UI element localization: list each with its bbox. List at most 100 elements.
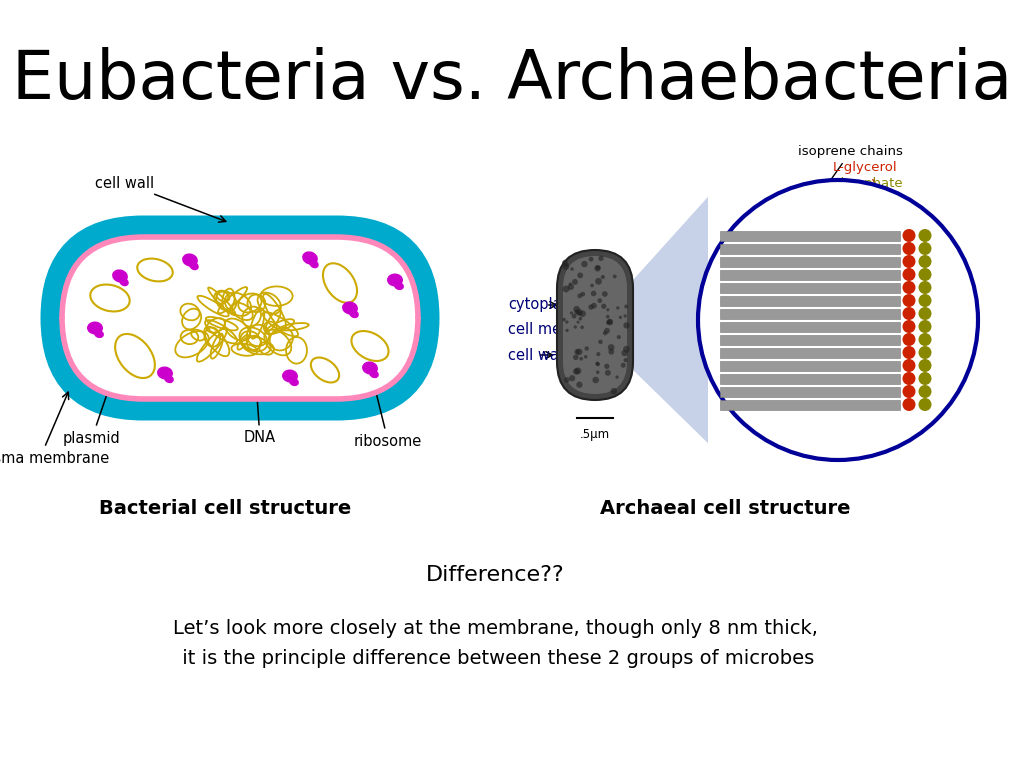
Circle shape	[919, 307, 932, 320]
Circle shape	[902, 359, 915, 372]
Circle shape	[624, 314, 627, 318]
Ellipse shape	[309, 260, 318, 268]
Circle shape	[577, 320, 580, 323]
Text: cell membrane: cell membrane	[508, 323, 618, 337]
Circle shape	[919, 333, 932, 346]
Circle shape	[584, 355, 588, 359]
Bar	[720, 347, 900, 357]
Circle shape	[604, 364, 609, 369]
Circle shape	[574, 367, 582, 374]
Circle shape	[919, 372, 932, 385]
Circle shape	[573, 368, 580, 375]
Circle shape	[565, 329, 568, 332]
Bar	[720, 270, 900, 280]
Text: Archaeal cell structure: Archaeal cell structure	[600, 498, 850, 518]
Circle shape	[608, 349, 614, 355]
Circle shape	[902, 372, 915, 385]
Text: ribosome: ribosome	[354, 372, 422, 449]
Circle shape	[625, 305, 628, 309]
Text: phosphate: phosphate	[833, 177, 923, 233]
Circle shape	[605, 370, 611, 376]
Circle shape	[597, 298, 602, 303]
Circle shape	[578, 293, 583, 298]
Circle shape	[902, 255, 915, 268]
Circle shape	[575, 349, 583, 355]
Text: plasmid: plasmid	[63, 360, 121, 445]
Circle shape	[569, 375, 575, 382]
Circle shape	[919, 346, 932, 359]
Bar	[720, 322, 900, 332]
Circle shape	[562, 260, 568, 266]
Bar	[720, 309, 900, 319]
Circle shape	[562, 263, 569, 270]
FancyBboxPatch shape	[67, 242, 413, 394]
Circle shape	[902, 333, 915, 346]
Circle shape	[564, 377, 569, 382]
Circle shape	[607, 319, 613, 326]
Text: it is the principle difference between these 2 groups of microbes: it is the principle difference between t…	[176, 648, 814, 667]
Circle shape	[595, 362, 599, 366]
Circle shape	[919, 242, 932, 255]
Ellipse shape	[342, 302, 358, 315]
Ellipse shape	[157, 366, 173, 379]
Text: .5μm: .5μm	[580, 428, 610, 441]
Circle shape	[604, 328, 610, 333]
Ellipse shape	[164, 375, 174, 383]
Ellipse shape	[112, 270, 128, 283]
Circle shape	[568, 283, 571, 286]
Circle shape	[621, 362, 626, 368]
Ellipse shape	[94, 330, 103, 338]
Ellipse shape	[362, 362, 378, 375]
Circle shape	[570, 311, 573, 315]
Text: L-glycerol: L-glycerol	[833, 161, 907, 233]
Circle shape	[585, 346, 589, 351]
Circle shape	[580, 310, 586, 317]
Circle shape	[580, 357, 583, 360]
Circle shape	[596, 370, 599, 374]
Circle shape	[610, 388, 617, 394]
Ellipse shape	[119, 278, 129, 286]
Circle shape	[602, 291, 607, 297]
Circle shape	[578, 273, 583, 278]
Circle shape	[902, 229, 915, 242]
Circle shape	[574, 310, 580, 314]
Circle shape	[595, 265, 600, 270]
Circle shape	[618, 316, 622, 319]
Circle shape	[594, 265, 601, 272]
Circle shape	[590, 283, 594, 287]
Circle shape	[589, 304, 594, 310]
Circle shape	[573, 306, 580, 313]
Ellipse shape	[289, 378, 299, 386]
Circle shape	[902, 320, 915, 333]
Text: Eubacteria vs. Archaebacteria: Eubacteria vs. Archaebacteria	[12, 47, 1012, 113]
Circle shape	[565, 320, 568, 323]
Circle shape	[574, 349, 580, 355]
Circle shape	[607, 319, 612, 324]
Polygon shape	[633, 197, 708, 443]
Circle shape	[601, 303, 606, 309]
Circle shape	[595, 278, 602, 285]
Bar	[720, 243, 900, 253]
Ellipse shape	[182, 253, 198, 266]
Circle shape	[593, 377, 599, 383]
Circle shape	[606, 308, 609, 311]
Ellipse shape	[349, 310, 358, 318]
Bar	[720, 386, 900, 396]
Circle shape	[591, 290, 596, 296]
Circle shape	[616, 335, 621, 339]
FancyBboxPatch shape	[563, 256, 627, 394]
Circle shape	[919, 255, 932, 268]
Circle shape	[612, 274, 616, 278]
Circle shape	[606, 320, 610, 325]
Circle shape	[902, 398, 915, 411]
Bar	[720, 296, 900, 306]
Circle shape	[919, 229, 932, 242]
Circle shape	[608, 344, 614, 351]
Circle shape	[902, 268, 915, 281]
Circle shape	[567, 283, 574, 290]
Circle shape	[606, 315, 609, 319]
Circle shape	[572, 279, 578, 285]
Circle shape	[624, 346, 630, 353]
Ellipse shape	[282, 369, 298, 382]
Circle shape	[624, 358, 628, 362]
